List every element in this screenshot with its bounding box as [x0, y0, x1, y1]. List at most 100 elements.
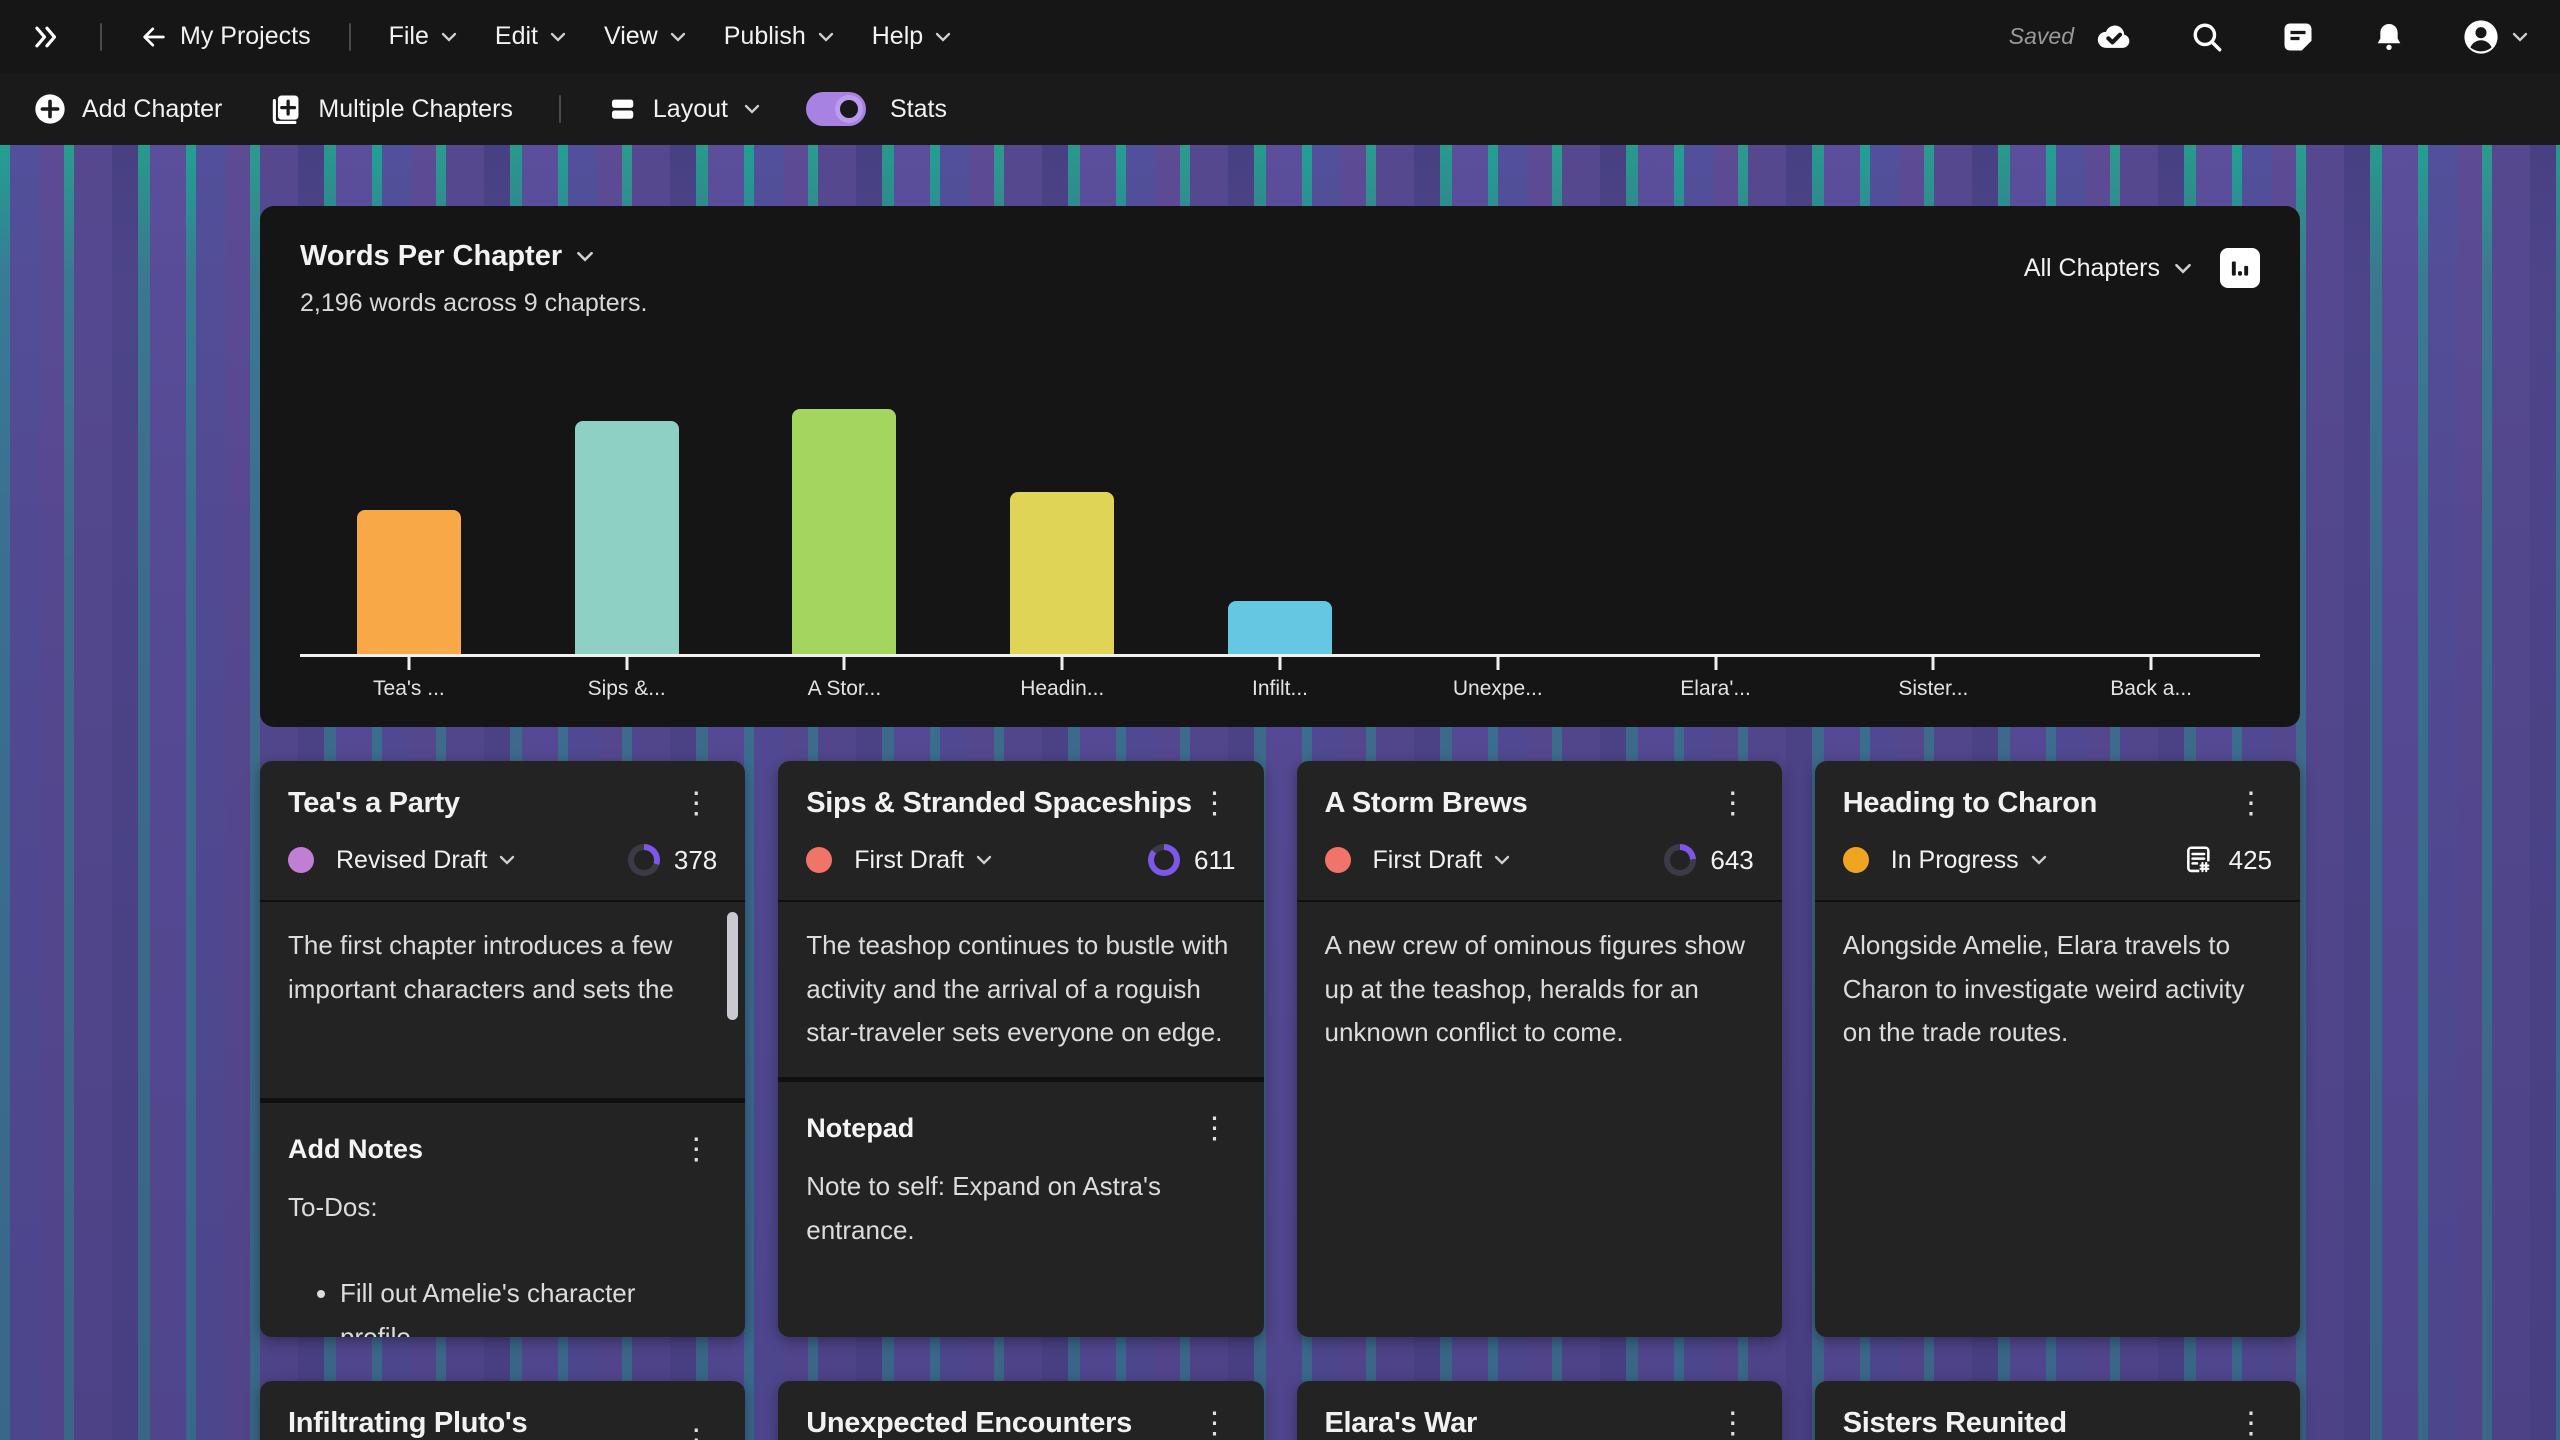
stats-metric-dropdown[interactable]: Words Per Chapter	[300, 240, 647, 273]
layout-icon	[611, 99, 634, 119]
kebab-menu-icon[interactable]: ⋮	[1717, 787, 1748, 820]
menu-view-label: View	[603, 22, 658, 50]
top-menu-bar: My Projects File Edit View Publish Help …	[0, 0, 2560, 73]
kebab-menu-icon[interactable]: ⋮	[681, 1423, 712, 1440]
status-dot	[806, 847, 833, 873]
kebab-menu-icon[interactable]: ⋮	[681, 787, 712, 820]
chart-bar-slot	[518, 421, 736, 654]
chapter-description[interactable]: Alongside Amelie, Elara travels to Charo…	[1814, 900, 2300, 1337]
section-title: Notepad	[806, 1113, 915, 1144]
word-count: 643	[1710, 844, 1754, 875]
chart-bar[interactable]	[574, 421, 679, 654]
word-count: 425	[2228, 844, 2272, 875]
chart-x-label: Back a...	[2042, 657, 2260, 701]
chart-x-label: Headin...	[953, 657, 1171, 701]
notifications-button[interactable]	[2372, 20, 2406, 54]
saved-label: Saved	[2008, 23, 2074, 49]
menu-publish[interactable]: Publish	[724, 22, 834, 51]
chart-bar[interactable]	[1228, 601, 1333, 654]
chart-x-label: Sister...	[1824, 657, 2042, 701]
chart-type-button[interactable]	[2220, 248, 2260, 288]
kebab-menu-icon[interactable]: ⋮	[681, 1133, 712, 1167]
chart-x-label: Elara'...	[1607, 657, 1825, 701]
sync-status: Saved	[2009, 17, 2134, 57]
menu-publish-label: Publish	[723, 22, 806, 50]
chart-x-label: Unexpe...	[1389, 657, 1607, 701]
sticky-note-icon	[2284, 23, 2312, 50]
project-background: Words Per Chapter 2,196 words across 9 c…	[0, 145, 2560, 1440]
kebab-menu-icon[interactable]: ⋮	[2236, 1407, 2266, 1440]
menu-help-label: Help	[871, 22, 924, 50]
chevron-down-icon	[976, 855, 992, 865]
chart-x-label: Infilt...	[1171, 657, 1389, 701]
add-chapter-button[interactable]: Add Chapter	[34, 93, 222, 125]
account-menu[interactable]	[2462, 18, 2528, 56]
status-dropdown[interactable]: In Progress	[1891, 846, 2047, 875]
section-title: Add Notes	[288, 1134, 423, 1164]
chapter-description[interactable]: A new crew of ominous figures show up at…	[1296, 900, 1782, 1337]
menu-help[interactable]: Help	[872, 22, 951, 51]
chart-bar-slot	[300, 510, 518, 654]
chevron-down-icon	[2512, 32, 2528, 42]
topbar-divider	[100, 22, 102, 51]
stats-toggle[interactable]	[805, 92, 866, 126]
back-to-projects-button[interactable]: My Projects	[140, 22, 311, 51]
kebab-menu-icon[interactable]: ⋮	[1199, 1112, 1230, 1146]
chapter-card-sips-stranded-spaceships: Sips & Stranded Spaceships ⋮ First Draft…	[778, 761, 1264, 1337]
chapter-toolbar: Add Chapter Multiple Chapters Layout Sta…	[0, 73, 2560, 145]
status-dropdown[interactable]: Revised Draft	[336, 846, 515, 875]
notes-button[interactable]	[2280, 19, 2316, 55]
add-chapter-label: Add Chapter	[82, 94, 223, 123]
chart-bar[interactable]	[356, 510, 461, 654]
stats-toggle-group: Stats	[805, 92, 947, 126]
chart-bar[interactable]	[1010, 492, 1115, 654]
collapse-sidebar-button[interactable]	[32, 22, 62, 52]
todo-list: Fill out Amelie's character profile. Fil…	[304, 1272, 717, 1337]
scrollbar-thumb[interactable]	[727, 912, 739, 1020]
back-arrow-icon	[143, 26, 165, 47]
kebab-menu-icon[interactable]: ⋮	[1717, 1407, 1748, 1440]
todo-item[interactable]: Fill out Amelie's character profile.	[340, 1272, 717, 1337]
layout-menu[interactable]: Layout	[607, 94, 760, 124]
chapter-card-unexpected-encounters: Unexpected Encounters ⋮	[778, 1381, 1264, 1440]
chevron-down-icon	[500, 855, 515, 865]
kebab-menu-icon[interactable]: ⋮	[2236, 787, 2266, 820]
status-label-text: In Progress	[1890, 845, 2019, 874]
my-projects-label: My Projects	[180, 22, 311, 50]
status-dropdown[interactable]: First Draft	[854, 846, 992, 875]
chart-bars	[300, 405, 2260, 657]
chapter-description[interactable]: The first chapter introduces a few impor…	[260, 900, 746, 1098]
chapter-title: A Storm Brews	[1324, 787, 1528, 819]
chart-bar[interactable]	[792, 409, 897, 654]
menu-edit-label: Edit	[494, 22, 538, 50]
chevron-down-icon	[818, 32, 833, 42]
word-count-doc-icon	[2186, 846, 2211, 874]
chapter-card-teas-a-party: Tea's a Party ⋮ Revised Draft 378	[260, 761, 746, 1337]
menu-view[interactable]: View	[604, 22, 686, 51]
chart-bar-slot	[953, 492, 1171, 654]
double-chevron-right-icon	[35, 26, 57, 47]
chapter-filter-dropdown[interactable]: All Chapters	[2024, 254, 2192, 283]
chart-x-label: A Stor...	[736, 657, 954, 701]
menu-edit[interactable]: Edit	[495, 22, 566, 51]
chapter-card-a-storm-brews: A Storm Brews ⋮ First Draft 643	[1296, 761, 1782, 1337]
status-label-text: First Draft	[854, 845, 964, 874]
chapter-description[interactable]: The teashop continues to bustle with act…	[778, 900, 1264, 1077]
kebab-menu-icon[interactable]: ⋮	[1199, 787, 1230, 820]
chapter-title: Infiltrating Pluto's Underground	[288, 1407, 528, 1439]
multiple-chapters-button[interactable]: Multiple Chapters	[268, 92, 513, 126]
note-line[interactable]: Note to self: Expand on Astra's entrance…	[806, 1171, 1161, 1246]
chapter-filter-label: All Chapters	[2023, 253, 2160, 282]
search-button[interactable]	[2190, 20, 2224, 54]
notepad-section: Notepad ⋮ Note to self: Expand on Astra'…	[778, 1077, 1264, 1337]
chapter-title: Elara's War	[1324, 1407, 1478, 1439]
menu-file[interactable]: File	[389, 22, 457, 51]
word-count: 378	[673, 844, 718, 875]
word-count: 611	[1194, 844, 1236, 875]
add-notes-section: Add Notes ⋮ To-Dos: Fill out Amelie's ch…	[260, 1098, 746, 1337]
word-goal-ring	[1664, 844, 1697, 876]
plus-circle-icon	[35, 94, 65, 124]
kebab-menu-icon[interactable]: ⋮	[1199, 1407, 1230, 1440]
status-dropdown[interactable]: First Draft	[1373, 846, 1511, 875]
note-line[interactable]: To-Dos:	[288, 1192, 378, 1223]
